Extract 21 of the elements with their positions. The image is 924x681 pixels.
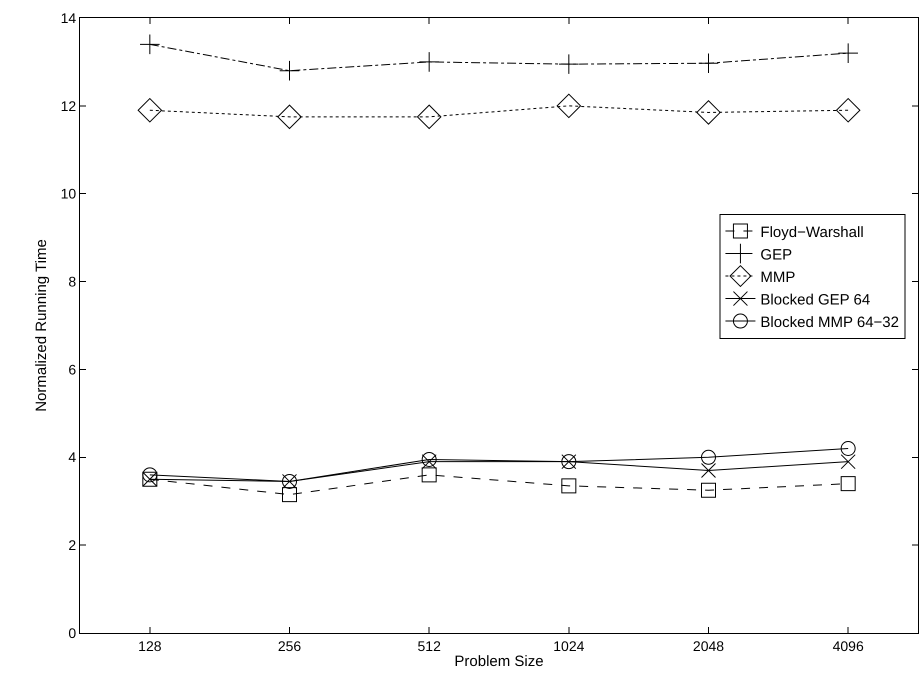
y-tick-label: 10 <box>60 186 76 202</box>
x-tick-label: 4096 <box>832 638 864 654</box>
y-tick-label: 2 <box>68 537 76 554</box>
x-axis-title: Problem Size <box>454 652 544 670</box>
x-tick-label: 128 <box>138 638 162 654</box>
y-tick-label: 12 <box>60 98 76 114</box>
legend-label: Floyd−Warshall <box>760 224 864 241</box>
x-tick-label: 512 <box>417 638 442 654</box>
x-tick-label: 1024 <box>553 638 585 654</box>
legend-label: MMP <box>760 268 796 286</box>
y-tick-label: 0 <box>68 624 76 641</box>
legend-label: Blocked GEP 64 <box>760 291 870 308</box>
x-tick-label: 2048 <box>692 638 724 654</box>
x-tick-label: 256 <box>278 638 302 654</box>
legend-label: GEP <box>760 246 792 264</box>
y-tick-label: 6 <box>68 361 76 378</box>
y-tick-label: 4 <box>68 449 76 466</box>
y-tick-label: 8 <box>68 273 76 290</box>
y-axis-title: Normalized Running Time <box>32 239 50 412</box>
legend-label: Blocked MMP 64−32 <box>760 314 899 331</box>
y-tick-label: 14 <box>60 10 76 26</box>
